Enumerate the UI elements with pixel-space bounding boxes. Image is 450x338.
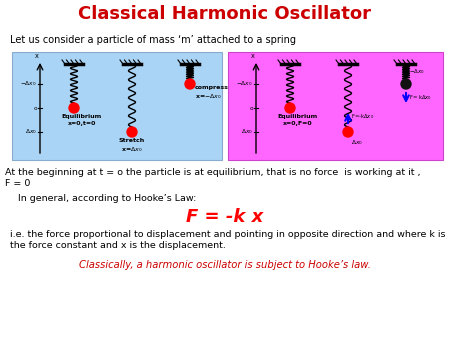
Text: Let us consider a particle of mass ‘m’ attached to a spring: Let us consider a particle of mass ‘m’ a… xyxy=(10,35,296,45)
Text: x: x xyxy=(251,53,255,59)
Text: x: x xyxy=(35,53,39,59)
Text: Equilibrium: Equilibrium xyxy=(278,114,318,119)
Circle shape xyxy=(401,79,411,89)
Text: F = 0: F = 0 xyxy=(5,179,31,188)
Text: the force constant and x is the displacement.: the force constant and x is the displace… xyxy=(10,241,226,250)
Text: F=-k$\Delta x_0$: F=-k$\Delta x_0$ xyxy=(351,113,374,121)
Text: $\Delta x_0$: $\Delta x_0$ xyxy=(25,127,37,137)
Text: Classically, a harmonic oscillator is subject to Hooke’s law.: Classically, a harmonic oscillator is su… xyxy=(79,260,371,270)
Circle shape xyxy=(69,103,79,113)
Text: o: o xyxy=(33,105,37,111)
Circle shape xyxy=(127,127,137,137)
Text: $-\Delta x_0$: $-\Delta x_0$ xyxy=(20,79,37,89)
Text: x=0,F=0: x=0,F=0 xyxy=(283,121,313,126)
FancyBboxPatch shape xyxy=(228,52,443,160)
Text: compress: compress xyxy=(195,85,229,90)
Text: In general, according to Hooke’s Law:: In general, according to Hooke’s Law: xyxy=(18,194,196,203)
Text: $\Delta x_0$: $\Delta x_0$ xyxy=(351,138,363,147)
Text: F= k$\Delta x_0$: F= k$\Delta x_0$ xyxy=(409,94,432,102)
Text: At the beginning at t = o the particle is at equilibrium, that is no force  is w: At the beginning at t = o the particle i… xyxy=(5,168,420,177)
Text: F = -k x: F = -k x xyxy=(186,208,264,226)
FancyBboxPatch shape xyxy=(12,52,222,160)
Text: $-\Delta x_0$: $-\Delta x_0$ xyxy=(409,68,425,76)
Circle shape xyxy=(285,103,295,113)
Text: $\Delta x_0$: $\Delta x_0$ xyxy=(241,127,253,137)
Circle shape xyxy=(185,79,195,89)
Text: $-\Delta x_0$: $-\Delta x_0$ xyxy=(236,79,253,89)
Text: o: o xyxy=(249,105,253,111)
Text: Stretch: Stretch xyxy=(119,138,145,143)
Text: Equilibrium: Equilibrium xyxy=(62,114,102,119)
Text: Classical Harmonic Oscillator: Classical Harmonic Oscillator xyxy=(78,5,372,23)
Circle shape xyxy=(343,127,353,137)
Text: i.e. the force proportional to displacement and pointing in opposite direction a: i.e. the force proportional to displacem… xyxy=(10,230,445,239)
Text: x=$-\Delta x_0$: x=$-\Delta x_0$ xyxy=(195,92,222,101)
Text: x=0,t=0: x=0,t=0 xyxy=(68,121,96,126)
Text: x=$\Delta x_0$: x=$\Delta x_0$ xyxy=(121,145,143,154)
